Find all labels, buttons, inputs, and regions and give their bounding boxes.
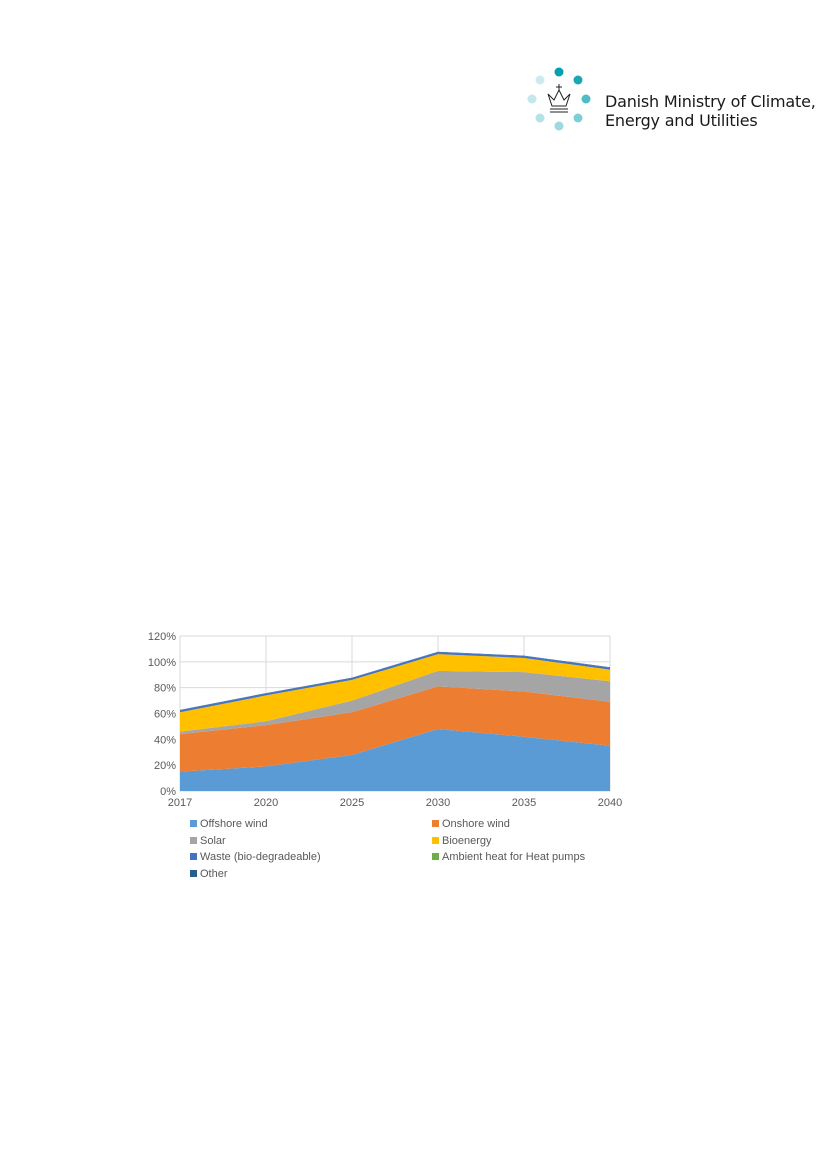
legend-swatch	[432, 853, 439, 860]
y-tick-label: 120%	[148, 631, 176, 643]
legend-label: Offshore wind	[200, 818, 268, 830]
y-tick-label: 100%	[148, 657, 176, 669]
y-tick-label: 40%	[154, 734, 176, 746]
area-onshore-wind	[180, 686, 610, 772]
ministry-logo: Danish Ministry of Climate, Energy and U…	[522, 62, 816, 142]
legend-swatch	[190, 869, 197, 877]
legend-label: Onshore wind	[442, 818, 510, 830]
x-tick-label: 2025	[340, 797, 364, 809]
legend-item-waste-bio-degradeable: Waste (bio-degradeable)	[190, 849, 321, 865]
legend-item-bioenergy: Bioenergy	[432, 833, 492, 849]
legend-label: Solar	[200, 834, 226, 847]
y-tick-label: 80%	[154, 683, 176, 695]
y-tick-label: 60%	[154, 709, 176, 721]
legend-swatch	[190, 820, 197, 827]
x-tick-label: 2017	[168, 797, 192, 809]
legend-label: Waste (bio-degradeable)	[200, 851, 321, 863]
x-tick-label: 2040	[598, 797, 622, 809]
x-tick-label: 2030	[426, 797, 450, 809]
x-tick-label: 2035	[512, 797, 536, 809]
legend-swatch	[432, 836, 439, 844]
legend-label: Bioenergy	[442, 834, 492, 847]
y-tick-label: 0%	[160, 786, 176, 798]
y-tick-label: 20%	[154, 760, 176, 772]
legend-swatch	[432, 820, 439, 827]
stacked-area-chart: 0% 20% 40% 60% 80% 100% 120% 2017 2020 2025 2030 20…	[130, 626, 630, 886]
ministry-name-line2: Energy and Utilities	[605, 111, 758, 130]
chart-canvas: 0% 20% 40% 60% 80% 100% 120% 2017 2020 2025 2030 20…	[148, 631, 622, 809]
legend-item-solar: Solar	[190, 833, 226, 849]
legend-item-onshore-wind: Onshore wind	[432, 816, 510, 832]
ministry-name-line1: Danish Ministry of Climate,	[605, 92, 816, 111]
area-offshore-wind	[180, 729, 610, 791]
crown-logo-icon	[527, 67, 591, 131]
legend-swatch	[190, 853, 197, 860]
area-solar	[180, 670, 610, 735]
area-bioenergy	[180, 654, 610, 732]
legend-label: Other	[200, 867, 228, 880]
legend-item-other: Other	[190, 866, 228, 882]
legend-item-offshore-wind: Offshore wind	[190, 816, 268, 832]
x-tick-label: 2020	[254, 797, 278, 809]
ministry-name: Danish Ministry of Climate, Energy and U…	[605, 92, 816, 130]
legend-swatch	[190, 836, 197, 844]
legend-item-ambient-heat-for-heat-pumps: Ambient heat for Heat pumps	[432, 849, 585, 865]
legend-label: Ambient heat for Heat pumps	[442, 851, 586, 863]
